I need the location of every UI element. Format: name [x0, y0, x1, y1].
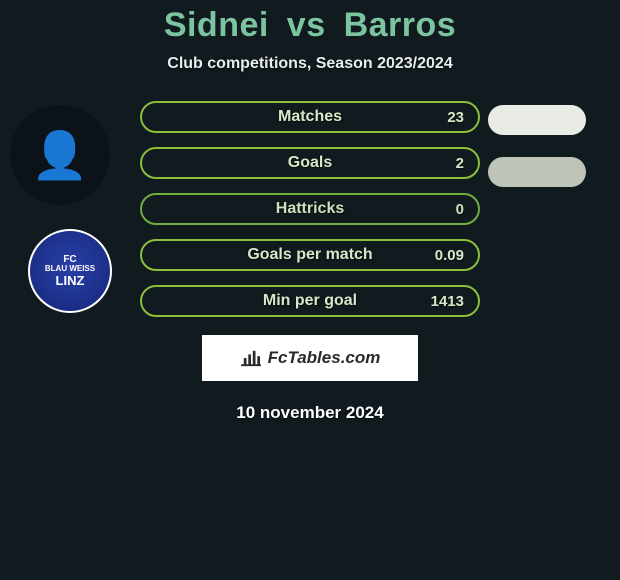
content: 👤 FC BLAU WEISS LINZ Matches 23 Goals 2 Hatt… — [0, 101, 620, 317]
club-badge: FC BLAU WEISS LINZ — [28, 229, 112, 313]
bar-chart-icon — [240, 349, 262, 367]
player2-name: Barros — [344, 6, 457, 44]
stat-value: 0.09 — [435, 247, 464, 264]
avatars-column: 👤 FC BLAU WEISS LINZ — [10, 105, 112, 313]
stat-value: 1413 — [431, 293, 464, 310]
stat-bar: Matches 23 — [140, 101, 480, 133]
brand-suffix: Tables.com — [287, 348, 380, 367]
chip — [488, 157, 586, 187]
brand-prefix: Fc — [268, 348, 288, 367]
chip — [488, 105, 586, 135]
header: Sidnei vs Barros Club competitions, Seas… — [0, 0, 620, 73]
stat-label: Goals — [288, 154, 332, 172]
stat-bar: Min per goal 1413 — [140, 285, 480, 317]
stat-row: Goals 2 — [140, 147, 480, 179]
stat-label: Matches — [278, 108, 342, 126]
vs-text: vs — [287, 6, 326, 44]
stat-label: Min per goal — [263, 292, 357, 310]
date-text: 10 november 2024 — [0, 403, 620, 423]
page-title: Sidnei vs Barros — [0, 6, 620, 45]
stat-row: Min per goal 1413 — [140, 285, 480, 317]
person-icon: 👤 — [31, 128, 88, 183]
stat-bar: Goals 2 — [140, 147, 480, 179]
stat-bar: Goals per match 0.09 — [140, 239, 480, 271]
subtitle: Club competitions, Season 2023/2024 — [0, 55, 620, 73]
stat-bar: Hattricks 0 — [140, 193, 480, 225]
stat-label: Goals per match — [247, 246, 372, 264]
stats-bars: Matches 23 Goals 2 Hattricks 0 Goals per match… — [140, 101, 480, 317]
brand-text: FcTables.com — [268, 348, 381, 368]
brand-box[interactable]: FcTables.com — [202, 335, 418, 381]
club-line3: LINZ — [56, 274, 85, 288]
stat-row: Hattricks 0 — [140, 193, 480, 225]
player-avatar: 👤 — [10, 105, 110, 205]
stat-value: 2 — [456, 155, 464, 172]
stat-label: Hattricks — [276, 200, 344, 218]
player1-name: Sidnei — [164, 6, 269, 44]
chips-column — [488, 105, 598, 209]
stat-value: 0 — [456, 201, 464, 218]
stat-row: Goals per match 0.09 — [140, 239, 480, 271]
stat-row: Matches 23 — [140, 101, 480, 133]
stat-value: 23 — [447, 109, 464, 126]
